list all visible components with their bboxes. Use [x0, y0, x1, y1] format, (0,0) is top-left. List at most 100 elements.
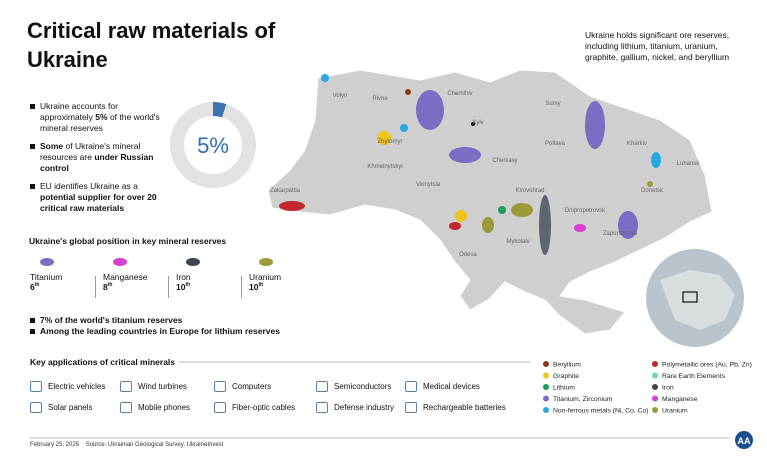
region-label: Volyn — [333, 93, 348, 99]
application-label: Medical devices — [423, 382, 480, 391]
rank-line: 10th — [176, 282, 246, 292]
mineral-icon — [186, 258, 200, 266]
mineral: Manganese — [103, 272, 148, 282]
application-icon — [405, 381, 417, 392]
donut-arc — [212, 102, 227, 118]
legend-swatch — [652, 384, 658, 390]
bullet-text: of Ukraine's mineral resources are — [40, 141, 141, 162]
region-label: Kyiv — [472, 120, 483, 126]
application-icon — [30, 402, 42, 413]
bullet-text: under Russian control — [40, 152, 154, 173]
bullet: Some of Ukraine's mineral resources are … — [30, 141, 170, 174]
legend-label: Beryllium — [553, 362, 581, 369]
bullet-text: of the world's mineral reserves — [40, 112, 160, 133]
application-icon — [120, 402, 132, 413]
bullet-text: potential supplier for over 20 critical … — [40, 192, 157, 213]
rank-suffix: th — [258, 282, 264, 289]
application-icon — [214, 402, 226, 413]
legend-label: Titanium, Zirconium — [553, 396, 613, 403]
application: Semiconductors — [316, 381, 391, 392]
application-label: Wind turbines — [138, 382, 187, 391]
legend-label: Rare Earth Elements — [662, 373, 726, 380]
legend-swatch — [652, 407, 658, 413]
svg-text:AA: AA — [738, 436, 751, 446]
separator — [168, 276, 169, 298]
application: Rechargeable batteries — [405, 402, 506, 413]
fact: Among the leading countries in Europe fo… — [30, 326, 340, 337]
application-label: Rechargeable batteries — [423, 403, 506, 412]
application-icon — [30, 381, 42, 392]
legend-label: Lithium — [553, 385, 575, 392]
application: Solar panels — [30, 402, 92, 413]
application-label: Electric vehicles — [48, 382, 106, 391]
legend-swatch — [543, 407, 549, 413]
source: Source: Ukrainian Geological Survey, Ukr… — [85, 442, 224, 448]
region-label: Sumy — [545, 101, 560, 107]
mineral-icon — [40, 258, 54, 266]
rank-line: 10th — [249, 282, 319, 292]
mineral: Titanium — [30, 272, 63, 282]
bullet-text: Ukraine accounts for approximately — [40, 101, 118, 122]
legend-label: Polymetallic ores (Au, Pb, Zn) — [662, 362, 752, 369]
region-label: Zaporizhzhia — [603, 231, 638, 237]
donut-label: 5% — [197, 133, 229, 158]
bullet-text: EU identifies Ukraine as a — [40, 181, 138, 191]
title: Critical raw materials of Ukraine — [27, 18, 276, 72]
legend-swatch — [652, 372, 658, 379]
application-label: Computers — [232, 382, 272, 391]
bullet: EU identifies Ukraine as a potential sup… — [30, 181, 170, 214]
date: February 25, 2025 — [30, 442, 80, 448]
application-icon — [214, 381, 226, 392]
legend-swatch — [543, 361, 549, 367]
application: Defense industry — [316, 402, 394, 413]
legend-swatch — [652, 395, 658, 402]
application: Computers — [214, 381, 271, 392]
position-item: Iron 10th — [176, 258, 246, 292]
rank-suffix: th — [107, 282, 113, 289]
application-label: Solar panels — [48, 403, 93, 412]
application-icon — [316, 381, 328, 392]
application-label: Defense industry — [334, 403, 395, 412]
globe — [644, 247, 746, 349]
application-icon — [120, 381, 132, 392]
separator — [95, 276, 96, 298]
region-label: Kirovohrad — [515, 188, 544, 194]
rank: 10 — [249, 282, 259, 292]
mineral: Iron — [176, 272, 191, 282]
region-label: Cherkasy — [492, 158, 517, 164]
application: Mobile phones — [120, 402, 190, 413]
facts: 7% of the world's titanium reserves Among… — [30, 315, 340, 337]
position-item: Uranium 10th — [249, 258, 319, 292]
rank: 10 — [176, 282, 186, 292]
legend-swatch — [543, 384, 549, 390]
bullet-text: 5% — [95, 112, 108, 122]
legend-swatch — [652, 361, 658, 367]
application-label: Mobile phones — [138, 403, 191, 412]
intro: Ukraine holds significant ore reserves, … — [585, 30, 730, 62]
applications-title: Key applications of critical minerals — [30, 357, 180, 367]
bullets: Ukraine accounts for approximately 5% of… — [30, 101, 170, 221]
legend-label: Graphite — [553, 373, 579, 380]
position-title: Ukraine's global position in key mineral… — [29, 236, 227, 246]
region-label: Odesa — [459, 252, 477, 258]
bullet: Ukraine accounts for approximately 5% of… — [30, 101, 170, 134]
application: Fiber-optic cables — [214, 402, 295, 413]
rank-suffix: th — [185, 282, 191, 289]
region-label: Rivne — [372, 96, 388, 102]
legend-swatch — [543, 395, 549, 402]
region-label: Vinnytsia — [416, 182, 441, 188]
region-label: Donetsk — [641, 188, 664, 194]
application-icon — [405, 402, 417, 413]
application: Medical devices — [405, 381, 480, 392]
rank-line: 8th — [103, 282, 173, 292]
region-label: Kharkiv — [627, 141, 647, 147]
region-label: Mykolaiv — [506, 239, 529, 245]
application-label: Semiconductors — [334, 382, 392, 391]
rank: 8 — [103, 282, 108, 292]
application: Electric vehicles — [30, 381, 105, 392]
fact: 7% of the world's titanium reserves — [30, 315, 340, 326]
region-label: Zhytomyr — [377, 139, 402, 145]
positions: Titanium 6th Manganese 8th Iron 10th Uranium 10… — [30, 258, 290, 298]
mineral-icon — [259, 258, 273, 266]
